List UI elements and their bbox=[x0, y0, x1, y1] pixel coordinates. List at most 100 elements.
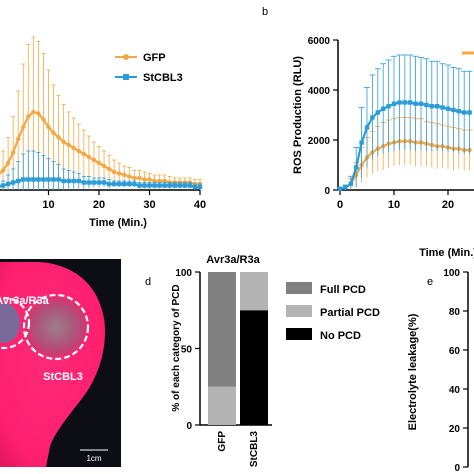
panel-a-point bbox=[71, 145, 76, 151]
panel-a-x-axis-label: Time (Min.) bbox=[89, 217, 147, 229]
panel-a-point bbox=[152, 183, 157, 188]
panel-b-point bbox=[359, 140, 364, 145]
panel-b-ros: ROS Production (RLU) Time (Min.) 0 2000 40… bbox=[292, 36, 474, 259]
panel-b-point bbox=[451, 107, 456, 113]
panel-a-point bbox=[16, 136, 21, 142]
panel-b-point bbox=[386, 104, 391, 109]
legend-gfp-marker bbox=[123, 54, 129, 60]
panel-a-point bbox=[51, 130, 56, 136]
panel-a-point bbox=[26, 177, 31, 182]
legend-swatch-full-pcd bbox=[286, 282, 312, 294]
panel-b-point bbox=[445, 106, 451, 111]
panel-a-point bbox=[106, 166, 112, 172]
panel-b-y-axis-label: ROS Production (RLU) bbox=[292, 56, 304, 174]
panel-a-series-line bbox=[0, 110, 200, 186]
panel-d-bars bbox=[208, 272, 268, 425]
panel-e-y-axis-label: Electrolyte leakage(%) bbox=[407, 313, 419, 430]
panel-a-point bbox=[61, 178, 66, 184]
panel-a-point bbox=[106, 181, 112, 187]
panel-a-point bbox=[26, 114, 31, 119]
panel-e-y-tick-label: 60 bbox=[449, 346, 461, 357]
panel-b-y-ticks: 0 2000 4000 6000 bbox=[308, 36, 338, 197]
photo-label-stcbl3: StCBL3 bbox=[43, 371, 83, 383]
panel-b-point bbox=[343, 185, 348, 190]
infiltration-spot-stcbl3 bbox=[25, 297, 87, 357]
panel-label-d: d bbox=[145, 276, 151, 288]
panel-b-point bbox=[354, 165, 359, 170]
panel-d-x-tick-label: GFP bbox=[217, 431, 228, 452]
panel-b-y-tick-label: 2000 bbox=[308, 136, 331, 147]
panel-a-point bbox=[76, 178, 81, 184]
panel-b-point bbox=[370, 115, 375, 120]
legend-swatch-partial-pcd bbox=[286, 305, 312, 317]
panel-label-e: e bbox=[427, 276, 433, 288]
panel-a-series bbox=[0, 36, 203, 190]
panel-a-point bbox=[197, 184, 203, 190]
panel-b-y-tick-label: 6000 bbox=[308, 36, 331, 47]
panel-d-y-tick-label: 0 bbox=[186, 421, 192, 432]
panel-b-point bbox=[429, 104, 434, 109]
panel-a-x-tick-label: 30 bbox=[143, 199, 155, 211]
bar-segment-stcbl3-partial-pcd bbox=[240, 272, 268, 311]
panel-b-y-tick-label: 0 bbox=[324, 186, 330, 197]
panel-a-point bbox=[137, 183, 142, 188]
infiltration-spot-gfp bbox=[0, 303, 20, 343]
panel-a-point bbox=[142, 183, 147, 188]
panel-a-point bbox=[21, 124, 26, 130]
panel-b-point bbox=[462, 110, 467, 115]
panel-a-point bbox=[31, 109, 36, 115]
panel-a-x-tick-label: 40 bbox=[194, 199, 206, 211]
panel-b-point bbox=[397, 100, 402, 105]
panel-a-point bbox=[177, 183, 182, 188]
panel-a-point bbox=[122, 181, 127, 187]
panel-a-point bbox=[132, 175, 137, 181]
panel-b-y-tick-label: 4000 bbox=[308, 86, 331, 97]
panel-b-point bbox=[364, 125, 370, 130]
panel-a-point bbox=[117, 171, 122, 176]
panel-b-series bbox=[337, 54, 473, 191]
panel-d-x-labels: GFP StCBL3 bbox=[217, 431, 260, 468]
panel-b-x-tick-label: 10 bbox=[388, 199, 400, 211]
panel-a-point bbox=[167, 183, 172, 188]
legend-stcbl3-marker bbox=[123, 74, 129, 80]
panel-a-point bbox=[0, 183, 6, 188]
panel-a-legend: GFP StCBL3 bbox=[115, 52, 183, 84]
panel-d-y-ticks: 0 50 100 bbox=[175, 268, 200, 432]
panel-a-series-1 bbox=[0, 36, 203, 190]
panel-a-point bbox=[66, 142, 71, 148]
panel-label-b: b bbox=[262, 6, 268, 18]
panel-a-point bbox=[117, 181, 122, 187]
dashed-circle-right bbox=[22, 293, 90, 361]
panel-d-legend: Full PCD Partial PCD No PCD bbox=[286, 282, 380, 342]
panel-a-point bbox=[122, 172, 127, 178]
panel-a-point bbox=[5, 160, 11, 166]
panel-a-point bbox=[66, 178, 71, 184]
panel-a-point bbox=[10, 180, 16, 185]
panel-a-x-tick-label: 10 bbox=[42, 199, 54, 211]
panel-a-point bbox=[127, 181, 132, 187]
panel-a-point bbox=[147, 183, 152, 188]
panel-a-point bbox=[132, 181, 137, 187]
panel-a-point bbox=[36, 111, 41, 116]
panel-a-point bbox=[142, 177, 147, 182]
panel-d-y-axis-label: % of each category of PCD bbox=[171, 284, 182, 411]
panel-d-x-tick-label: StCBL3 bbox=[249, 431, 260, 468]
panel-a-x-tick-label: 20 bbox=[93, 199, 105, 211]
panel-a-point bbox=[101, 180, 107, 185]
panel-b-point bbox=[391, 101, 397, 106]
panel-a-point bbox=[162, 183, 167, 188]
panel-a-point bbox=[172, 183, 177, 188]
panel-a-point bbox=[101, 163, 107, 169]
panel-e-y-ticks: 0 20 40 60 80 100 bbox=[443, 268, 468, 474]
bar-segment-gfp-full-pcd bbox=[208, 272, 236, 387]
panel-a-point bbox=[56, 135, 61, 140]
panel-b-point bbox=[435, 104, 440, 109]
panel-b-x-axis-label: Time (Min.) bbox=[419, 247, 474, 259]
legend-stcbl3-label: StCBL3 bbox=[143, 72, 183, 84]
panel-b-point bbox=[348, 181, 353, 186]
legend-gfp-label: GFP bbox=[143, 52, 166, 64]
panel-e-y-tick-label: 100 bbox=[443, 268, 460, 279]
panel-a-point bbox=[5, 181, 11, 187]
legend-label-partial-pcd: Partial PCD bbox=[320, 307, 380, 319]
